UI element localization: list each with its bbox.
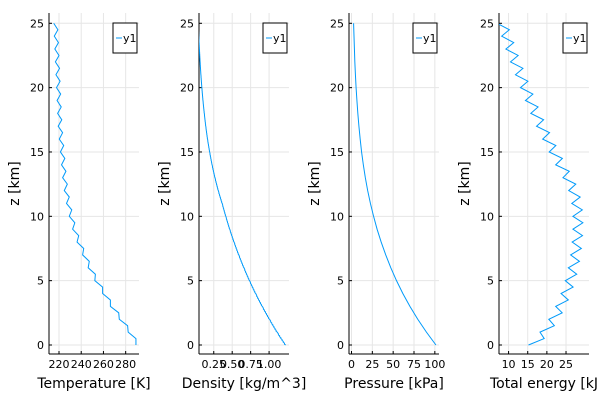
- series-line-y1: [53, 23, 137, 345]
- x-tick-label: 25: [365, 358, 379, 371]
- y-tick-label: 10: [330, 210, 344, 223]
- y-axis-label: z [km]: [457, 161, 473, 205]
- y-tick-label: 15: [180, 146, 194, 159]
- x-tick-label: 20: [540, 358, 554, 371]
- legend-label: y1: [423, 32, 437, 45]
- legend-label: y1: [123, 32, 137, 45]
- y-tick-label: 15: [480, 146, 494, 159]
- y-tick-label: 20: [180, 82, 194, 95]
- x-tick-label: 0: [348, 358, 355, 371]
- y-tick-label: 20: [30, 82, 44, 95]
- y-tick-label: 20: [330, 82, 344, 95]
- series-line-y1: [353, 23, 437, 346]
- y-tick-label: 25: [30, 17, 44, 30]
- x-axis-label: Total energy [kJ: [489, 376, 598, 392]
- y-tick-label: 5: [187, 275, 194, 288]
- x-tick-label: 1.00: [257, 358, 282, 371]
- y-tick-label: 15: [330, 146, 344, 159]
- legend-label: y1: [573, 32, 587, 45]
- x-axis-label: Density [kg/m^3]: [182, 376, 307, 392]
- y-tick-label: 25: [480, 17, 494, 30]
- y-tick-label: 15: [30, 146, 44, 159]
- x-axis-label: Temperature [K]: [36, 376, 150, 392]
- y-tick-label: 0: [487, 339, 494, 352]
- x-tick-label: 240: [71, 358, 92, 371]
- y-tick-label: 20: [480, 82, 494, 95]
- y-tick-label: 25: [330, 17, 344, 30]
- y-axis-label: z [km]: [157, 161, 173, 205]
- y-tick-label: 25: [180, 17, 194, 30]
- panel-3: 0 25 50 75 100 0 5 10 15 20 25 Pressure [kPa] z [km]…: [307, 13, 445, 392]
- panel-4: 10 15 20 25 0 5 10 15 20 25 Total energy [kJ z [km]…: [457, 13, 598, 392]
- x-tick-label: 100: [424, 358, 445, 371]
- x-tick-label: 0.75: [238, 358, 263, 371]
- series-line-y1: [499, 23, 584, 346]
- x-tick-label: 15: [521, 358, 535, 371]
- x-axis-label: Pressure [kPa]: [344, 376, 444, 392]
- y-tick-label: 10: [30, 210, 44, 223]
- x-tick-label: 10: [502, 358, 516, 371]
- y-tick-label: 10: [480, 210, 494, 223]
- x-tick-label: 50: [386, 358, 400, 371]
- x-tick-label: 260: [93, 358, 114, 371]
- y-tick-label: 5: [487, 275, 494, 288]
- y-tick-label: 0: [37, 339, 44, 352]
- x-tick-label: 220: [49, 358, 70, 371]
- series-line-y1: [199, 29, 286, 346]
- x-tick-label: 0.25: [202, 358, 227, 371]
- panel-1: 220 240 260 280 0 5 10 15 20 25 Temperature [K] z […: [7, 13, 151, 392]
- x-tick-label: 25: [559, 358, 573, 371]
- x-tick-label: 0.50: [220, 358, 245, 371]
- y-tick-label: 5: [337, 275, 344, 288]
- y-tick-label: 0: [187, 339, 194, 352]
- y-tick-label: 0: [337, 339, 344, 352]
- y-axis-label: z [km]: [307, 161, 323, 205]
- y-axis-label: z [km]: [7, 161, 23, 205]
- y-tick-label: 10: [180, 210, 194, 223]
- x-tick-label: 75: [407, 358, 421, 371]
- x-tick-label: 280: [115, 358, 136, 371]
- panel-2: 0.250.500.751.00 0 5 10 15 20 25 Density [kg/m^…: [157, 13, 306, 392]
- y-tick-label: 5: [37, 275, 44, 288]
- legend-label: y1: [273, 32, 287, 45]
